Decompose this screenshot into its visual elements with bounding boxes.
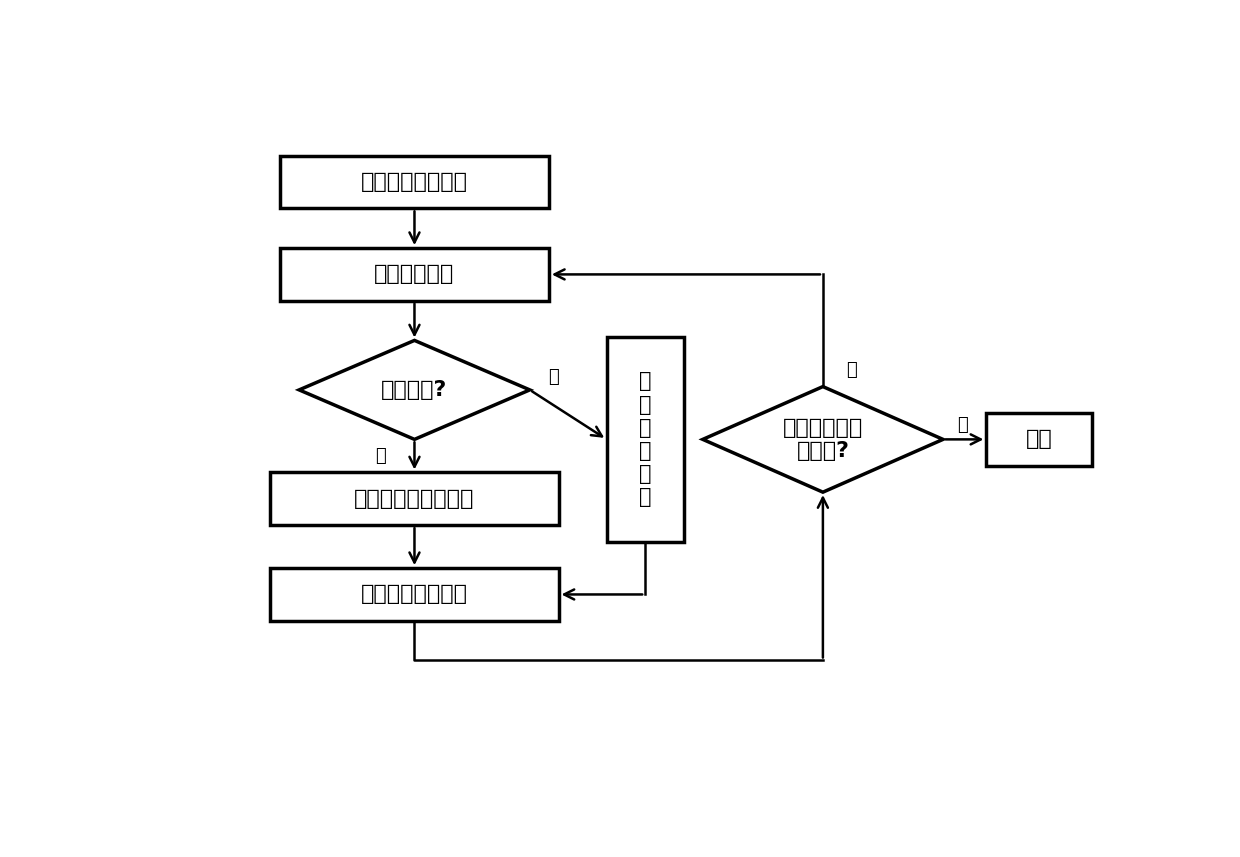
Bar: [986, 413, 1092, 466]
Text: 遍历当前节点: 遍历当前节点: [374, 265, 455, 285]
Text: 节
点
权
重
赋
值: 节 点 权 重 赋 值: [639, 371, 651, 507]
Bar: [280, 248, 549, 301]
Text: 否: 否: [847, 361, 857, 379]
Text: 是: 是: [376, 446, 386, 464]
Bar: [270, 568, 559, 620]
Text: 计算当前节点权重: 计算当前节点权重: [361, 584, 467, 604]
Text: 当前节点赋值子节点: 当前节点赋值子节点: [355, 488, 475, 509]
Text: 结束: 结束: [1025, 429, 1053, 449]
Polygon shape: [703, 387, 942, 492]
Text: 否: 否: [548, 368, 559, 386]
Bar: [280, 156, 549, 208]
Polygon shape: [299, 340, 529, 440]
Text: 有子节点?: 有子节点?: [381, 380, 448, 400]
Text: 输入树状拓扑模型: 输入树状拓扑模型: [361, 172, 467, 192]
Bar: [606, 337, 683, 542]
Text: 是: 是: [957, 416, 967, 434]
Text: 当前节点等于
根节点?: 当前节点等于 根节点?: [782, 417, 863, 461]
Bar: [270, 472, 559, 525]
